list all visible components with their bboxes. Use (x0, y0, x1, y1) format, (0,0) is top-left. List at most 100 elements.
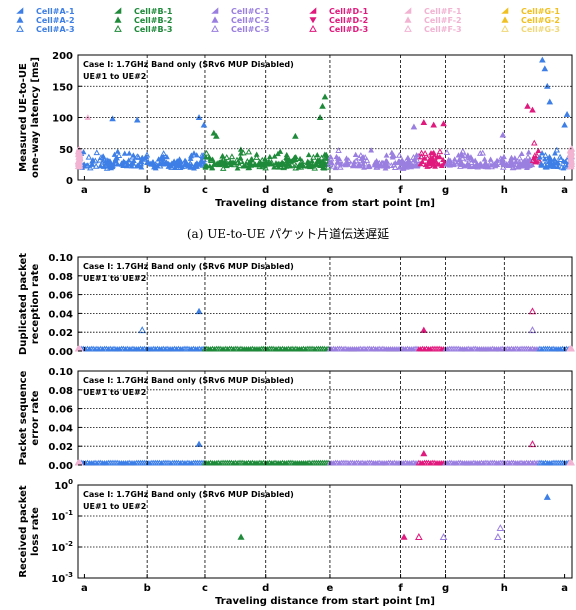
data-point (334, 159, 341, 165)
legend-marker (501, 7, 509, 14)
data-point (318, 154, 325, 161)
data-point (509, 164, 517, 171)
data-point (413, 162, 420, 168)
data-point (481, 156, 488, 162)
data-point (97, 154, 105, 160)
data-point (525, 158, 532, 165)
marks (237, 493, 551, 540)
data-point (499, 131, 507, 138)
y-tick-label: 50 (59, 145, 73, 156)
data-point (425, 160, 432, 166)
data-point (539, 150, 545, 156)
data-point (417, 161, 424, 167)
data-point (111, 151, 118, 157)
data-point (128, 163, 135, 169)
data-point (240, 149, 247, 156)
data-point (525, 149, 532, 155)
data-point (355, 161, 363, 168)
data-point (262, 155, 269, 162)
data-point (335, 147, 342, 153)
data-point (148, 160, 156, 167)
data-point (247, 161, 255, 168)
data-point (507, 156, 515, 163)
data-point (292, 164, 299, 171)
data-point (443, 160, 451, 167)
data-point (323, 151, 330, 158)
data-point (188, 161, 195, 168)
data-point (403, 164, 410, 170)
x-tick-label: f (398, 185, 403, 196)
data-point (566, 151, 574, 158)
data-point (242, 160, 250, 167)
data-point (277, 148, 284, 154)
marks (74, 56, 576, 171)
data-point (143, 151, 151, 158)
data-point (191, 150, 197, 156)
y-tick-label: 0.06 (48, 291, 73, 302)
data-point (122, 160, 130, 167)
data-point (258, 156, 266, 163)
legend-marker (114, 24, 122, 32)
y-axis-label: Measured UE-to-UEone-way latency [ms] (18, 57, 41, 178)
data-point (418, 153, 425, 160)
data-point (193, 152, 200, 158)
data-point (410, 123, 418, 130)
plot-frame (77, 484, 573, 579)
data-point (206, 163, 213, 169)
legend-marker (404, 7, 412, 14)
data-point (266, 153, 273, 160)
data-point (440, 120, 447, 127)
data-point (372, 161, 380, 168)
legend-label: Cell#C-2 (231, 16, 269, 25)
data-point (114, 148, 121, 154)
y-tick-label: 0.02 (48, 328, 73, 339)
data-point (512, 158, 519, 164)
data-point (494, 533, 502, 540)
data-point (388, 162, 395, 168)
data-point (520, 160, 526, 166)
y-tick-label: 0.04 (48, 309, 73, 320)
annotation-line2: UE#1 to UE#2 (83, 388, 146, 397)
data-point (157, 159, 164, 166)
x-axis-label: Traveling distance from start point [m] (215, 198, 435, 209)
panel-3: 0.00 0.02 0.04 0.06 0.08 0.10 Packet sequencee… (18, 367, 576, 472)
annotation-line2: UE#1 to UE#2 (83, 274, 146, 283)
y-axis-label: Duplicated packetreception rate (18, 253, 41, 355)
data-point (542, 163, 549, 170)
annotation-line1: Case I: 1.7GHz Band only (SRv6 MUP Disab… (83, 60, 294, 69)
data-point (561, 121, 568, 128)
data-point (84, 162, 91, 169)
y-tick-label: 10-1 (51, 509, 73, 523)
data-point (338, 160, 346, 167)
data-point (357, 152, 365, 158)
data-point (451, 156, 458, 162)
data-point (93, 149, 101, 156)
data-point (477, 150, 484, 156)
data-point (223, 154, 230, 160)
legend-marker (114, 7, 122, 14)
data-point (135, 163, 141, 169)
data-point (496, 524, 505, 532)
data-point (568, 146, 575, 152)
data-point (112, 156, 119, 162)
data-point (299, 160, 305, 166)
legend-marker (309, 24, 317, 32)
data-point (436, 153, 443, 160)
legend-label: Cell#F-3 (424, 25, 462, 34)
data-point (253, 151, 260, 157)
marks (74, 307, 576, 352)
annotation-line2: UE#1 to UE#2 (83, 72, 146, 81)
data-point (139, 154, 146, 161)
y-tick-label: 0.00 (48, 347, 73, 358)
legend-marker (211, 24, 219, 32)
legend-marker (114, 16, 122, 23)
y-tick-label: 150 (52, 82, 73, 93)
data-point (552, 150, 558, 156)
x-tick-label: a (561, 185, 568, 196)
data-point (288, 161, 296, 168)
panel-2: 0.00 0.02 0.04 0.06 0.08 0.10 Duplicated packe… (18, 253, 576, 358)
data-point (551, 163, 558, 169)
data-point (447, 160, 454, 166)
data-point (418, 149, 425, 156)
